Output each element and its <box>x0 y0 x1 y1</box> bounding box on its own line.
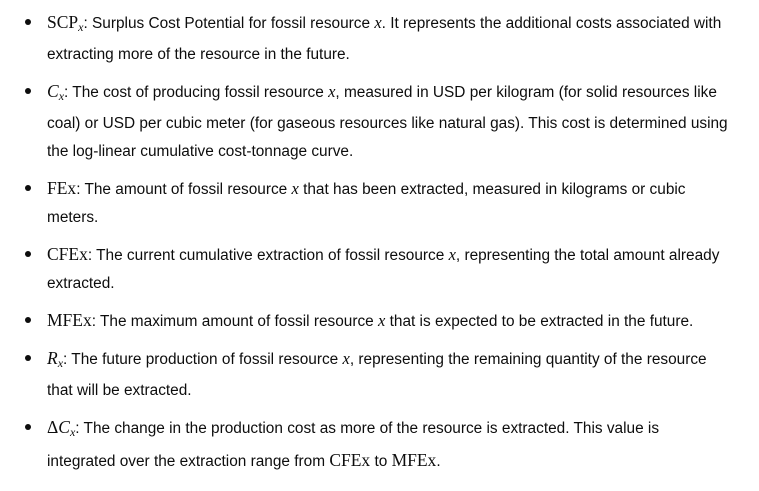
description-text: that is expected to be extracted in the … <box>385 313 694 330</box>
bullet <box>25 317 31 323</box>
delta-symbol: Δ <box>47 417 59 437</box>
bullet <box>25 424 31 430</box>
description-text: The maximum amount of fossil resource <box>96 313 378 330</box>
description-text: . It represents the additional costs ass… <box>47 15 722 63</box>
description-text: , representing the remaining quantity of… <box>47 351 707 399</box>
description-text: to <box>370 453 392 470</box>
bullet <box>25 88 31 94</box>
math-variable: x <box>328 82 336 101</box>
colon: : <box>76 181 81 198</box>
list-item-future-production: Rx: The future production of fossil reso… <box>0 344 759 405</box>
list-item-mfex: MFEx: The maximum amount of fossil resou… <box>0 306 759 336</box>
symbol: C <box>47 81 59 101</box>
symbol: C <box>58 417 70 437</box>
description-text: The amount of fossil resource <box>80 181 292 198</box>
bullet <box>25 251 31 257</box>
description-text: , measured in USD per kilogram (for soli… <box>47 84 728 160</box>
math-term: MFEx <box>391 450 437 470</box>
description-text: The future production of fossil resource <box>67 351 343 368</box>
description-text: The change in the production cost as mor… <box>47 420 660 470</box>
symbol: FEx <box>47 178 77 198</box>
description-text: The cost of producing fossil resource <box>68 84 329 101</box>
symbol: SCP <box>47 12 79 32</box>
math-variable: x <box>342 349 350 368</box>
description-text: , representing the total amount already … <box>47 247 720 292</box>
bullet <box>25 355 31 361</box>
colon: : <box>75 420 80 437</box>
math-variable: x <box>448 245 456 264</box>
description-text: Surplus Cost Potential for fossil resour… <box>87 15 375 32</box>
colon: : <box>87 247 93 264</box>
list-item-cfex: CFEx: The current cumulative extraction … <box>0 240 759 298</box>
list-item-scp: SCPx: Surplus Cost Potential for fossil … <box>0 8 759 69</box>
colon: : <box>63 351 68 368</box>
description-text: . <box>436 453 441 470</box>
symbol-subscript: x <box>78 20 84 34</box>
math-variable: x <box>374 13 382 32</box>
math-variable: x <box>291 179 299 198</box>
definition-list: SCPx: Surplus Cost Potential for fossil … <box>0 8 759 476</box>
math-term: CFEx <box>329 450 371 470</box>
bullet <box>25 185 31 191</box>
symbol-subscript: x <box>69 425 76 439</box>
list-item-cost: Cx: The cost of producing fossil resourc… <box>0 77 759 166</box>
bullet <box>25 19 31 25</box>
colon: : <box>64 84 69 101</box>
symbol-subscript: x <box>58 89 65 103</box>
list-item-fex: FEx: The amount of fossil resource x tha… <box>0 174 759 232</box>
symbol: MFEx <box>47 310 92 330</box>
math-variable: x <box>378 311 386 330</box>
symbol: R <box>47 348 58 368</box>
description-text: that has been extracted, measured in kil… <box>47 181 686 226</box>
list-item-delta-cost: ΔCx: The change in the production cost a… <box>0 413 759 476</box>
symbol: CFEx <box>47 244 88 264</box>
colon: : <box>83 15 88 32</box>
colon: : <box>91 313 97 330</box>
description-text: The current cumulative extraction of fos… <box>92 247 449 264</box>
symbol-subscript: x <box>57 356 64 370</box>
